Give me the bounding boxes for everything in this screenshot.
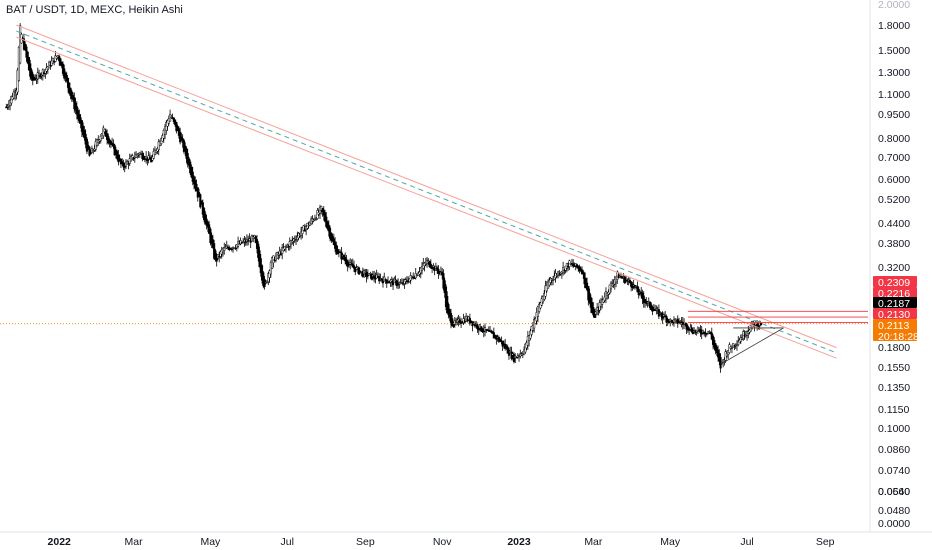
price-tick-label: 1.3000 <box>878 67 910 79</box>
candle <box>759 323 762 327</box>
price-badge: 0.2130 <box>873 308 917 321</box>
price-badge: 0.2309 <box>873 276 917 289</box>
price-tick-label: 0.0560 <box>878 486 910 498</box>
time-tick-label: Jul <box>281 536 294 548</box>
svg-text:0.2309: 0.2309 <box>878 277 910 289</box>
triangle-pattern[interactable] <box>720 327 784 365</box>
candle <box>730 344 733 354</box>
candle <box>17 45 20 82</box>
candle <box>295 235 298 246</box>
time-tick-label: Nov <box>433 536 452 548</box>
time-tick-label: May <box>660 536 681 548</box>
price-tick-label: 0.1350 <box>878 382 910 394</box>
candle <box>555 273 558 279</box>
price-tick-label: 0.1550 <box>878 362 910 374</box>
time-tick-label: 2023 <box>507 536 531 548</box>
candle <box>552 276 555 286</box>
candle <box>230 247 233 252</box>
price-tick-label: 0.0740 <box>878 465 910 477</box>
candle <box>733 344 736 350</box>
countdown-label: 20:18:28 <box>878 331 919 343</box>
candle <box>16 67 19 96</box>
time-tick-label: Sep <box>356 536 375 548</box>
candle <box>312 218 315 223</box>
descending-channel[interactable] <box>16 24 837 359</box>
candle <box>757 323 760 330</box>
price-tick-label: 0.9500 <box>878 109 910 121</box>
candle <box>597 306 600 316</box>
candle <box>51 57 54 64</box>
time-tick-label: Mar <box>124 536 143 548</box>
svg-text:0.2130: 0.2130 <box>878 309 910 321</box>
price-tick-label: 0.6000 <box>878 174 910 186</box>
svg-text:0.2113: 0.2113 <box>878 320 909 332</box>
time-tick-label: 2022 <box>48 536 72 548</box>
candle <box>238 240 241 245</box>
candle <box>234 244 237 250</box>
price-tick-label: 0.8000 <box>878 133 910 145</box>
price-tick-label: 0.1150 <box>878 404 909 416</box>
price-tick-label: 0.0480 <box>878 505 910 517</box>
price-badge: 0.2187 <box>873 297 917 310</box>
candles-layer <box>5 23 762 373</box>
price-tick-label: 1.8000 <box>878 20 910 32</box>
price-tick-label: 0.1800 <box>878 342 910 354</box>
candle <box>370 273 373 281</box>
chart-title: BAT / USDT, 1D, MEXC, Heikin Ashi <box>6 4 183 16</box>
price-tick-label: 1.1000 <box>878 89 910 101</box>
time-tick-label: Mar <box>584 536 603 548</box>
price-tick-label: 0.0640 <box>878 486 910 498</box>
candle <box>20 32 23 44</box>
price-tick-label: 0.1000 <box>878 423 910 435</box>
price-tick-label: 1.5000 <box>878 45 910 57</box>
price-tick-label: 2.0000 <box>878 0 910 11</box>
time-axis[interactable]: 2022 Mar May Jul Sep Nov 2023 Mar May Jul Sep <box>48 536 835 548</box>
svg-text:0.2187: 0.2187 <box>878 298 910 310</box>
price-tick-label: 0.3800 <box>878 238 910 250</box>
drawings-layer <box>0 24 868 365</box>
price-tick-label: 0.0000 <box>878 518 910 530</box>
price-tick-label: 0.7000 <box>878 152 910 164</box>
price-tick-label: 0.4400 <box>878 218 910 230</box>
price-axis[interactable]: 2.0000 1.8000 1.5000 1.3000 1.1000 0.9500 0.80… <box>878 0 910 530</box>
price-tick-label: 0.5200 <box>878 194 910 206</box>
time-tick-label: May <box>200 536 221 548</box>
time-tick-label: Sep <box>816 536 835 548</box>
time-tick-label: Jul <box>740 536 753 548</box>
candle <box>298 232 301 238</box>
price-tick-label: 0.0860 <box>878 444 910 456</box>
price-tick-label: 0.3200 <box>878 262 910 274</box>
candle <box>515 356 518 359</box>
candle <box>19 23 22 65</box>
